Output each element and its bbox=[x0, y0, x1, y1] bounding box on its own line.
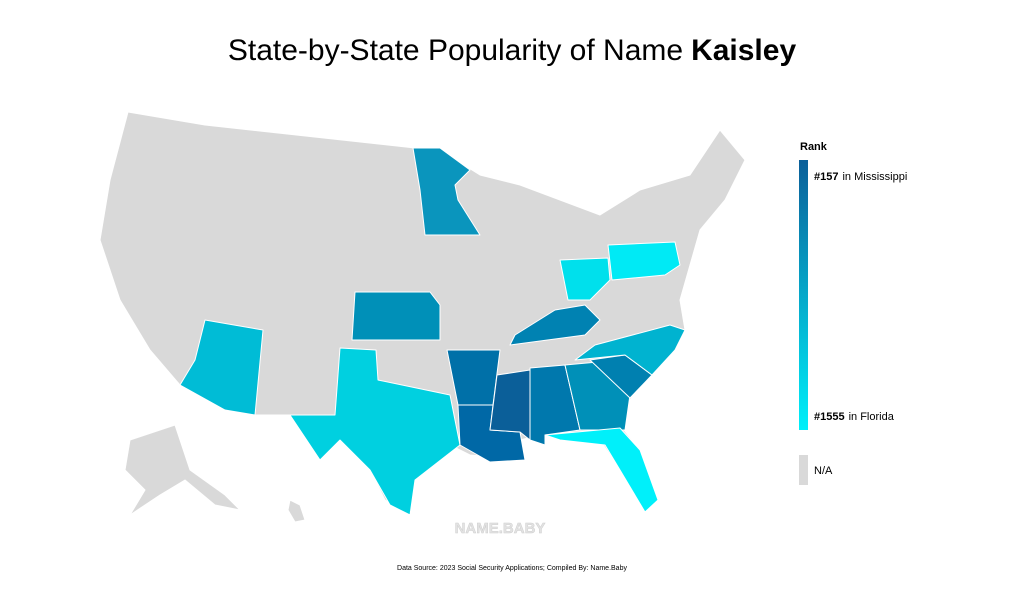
highlighted-state bbox=[509, 304, 601, 346]
highlighted-state bbox=[559, 257, 611, 301]
highlighted-state bbox=[179, 319, 264, 416]
highlighted-state bbox=[489, 369, 531, 441]
highlighted-state bbox=[574, 324, 686, 376]
map bbox=[99, 111, 746, 523]
alaska bbox=[124, 424, 241, 516]
legend-title: Rank bbox=[800, 141, 828, 153]
hawaii bbox=[287, 499, 306, 523]
highlighted-state bbox=[544, 427, 659, 513]
footer: Data Source: 2023 Social Security Applic… bbox=[397, 565, 627, 572]
legend-bar bbox=[799, 160, 808, 430]
legend-na-swatch bbox=[799, 455, 808, 485]
legend-top: #157 in Mississippi bbox=[814, 171, 907, 183]
legend-na: N/A bbox=[814, 465, 833, 477]
legend-bottom-rank: #1555 bbox=[814, 411, 845, 423]
highlighted-state bbox=[412, 147, 481, 236]
highlighted-state bbox=[289, 347, 461, 516]
legend-bottom-place: in Florida bbox=[849, 411, 895, 423]
legend-top-place: in Mississippi bbox=[842, 171, 907, 183]
title: State-by-State Popularity of Name Kaisley bbox=[228, 34, 797, 67]
highlighted-state bbox=[607, 241, 681, 281]
title-name: Kaisley bbox=[691, 34, 796, 67]
watermark: NAME.BABY bbox=[455, 520, 546, 537]
highlighted-state bbox=[351, 291, 441, 341]
legend-top-rank: #157 bbox=[814, 171, 838, 183]
title-text: State-by-State Popularity of Name bbox=[228, 34, 683, 67]
legend-bottom: #1555 in Florida bbox=[814, 411, 895, 423]
